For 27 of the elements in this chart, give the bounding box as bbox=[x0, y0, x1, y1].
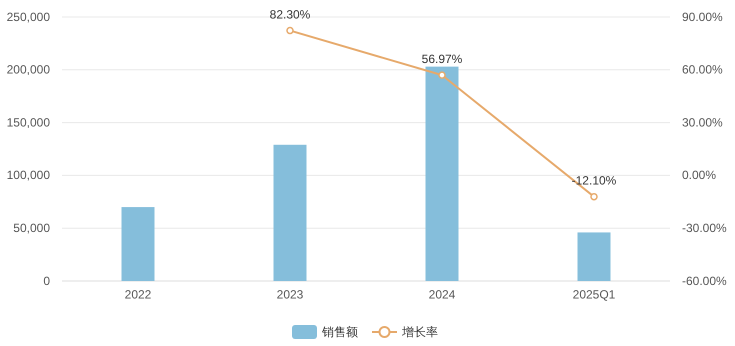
x-tick-label: 2023 bbox=[276, 288, 304, 302]
y-tick-label: 100,000 bbox=[6, 168, 50, 182]
y2-tick-label: 90.00% bbox=[682, 10, 724, 24]
y2-tick-label: 0.00% bbox=[682, 168, 716, 182]
point bbox=[286, 26, 294, 34]
data-label: 82.30% bbox=[270, 8, 311, 22]
y2-tick-label: -60.00% bbox=[682, 274, 728, 288]
point bbox=[590, 192, 598, 200]
bar bbox=[274, 144, 306, 281]
x-tick-label: 2022 bbox=[124, 288, 152, 302]
y-tick-label: 50,000 bbox=[13, 221, 50, 236]
y-tick-label: 0 bbox=[43, 274, 50, 288]
bar bbox=[426, 66, 458, 281]
x-tick-label: 2024 bbox=[428, 288, 456, 302]
legend-label: 增长率 bbox=[401, 325, 438, 339]
legend-label: 销售额 bbox=[321, 325, 358, 339]
y-tick-label: 150,000 bbox=[6, 115, 50, 130]
y2-tick-label: 60.00% bbox=[682, 62, 724, 77]
y2-tick-label: -30.00% bbox=[682, 221, 728, 236]
x-tick-label: 2025Q1 bbox=[572, 288, 616, 302]
bar bbox=[122, 207, 154, 281]
y-tick-label: 250,000 bbox=[6, 10, 50, 24]
point bbox=[438, 71, 446, 79]
bar bbox=[578, 232, 610, 281]
data-label: 56.97% bbox=[422, 52, 463, 66]
y-tick-label: 200,000 bbox=[6, 62, 50, 77]
y2-tick-label: 30.00% bbox=[682, 115, 724, 130]
